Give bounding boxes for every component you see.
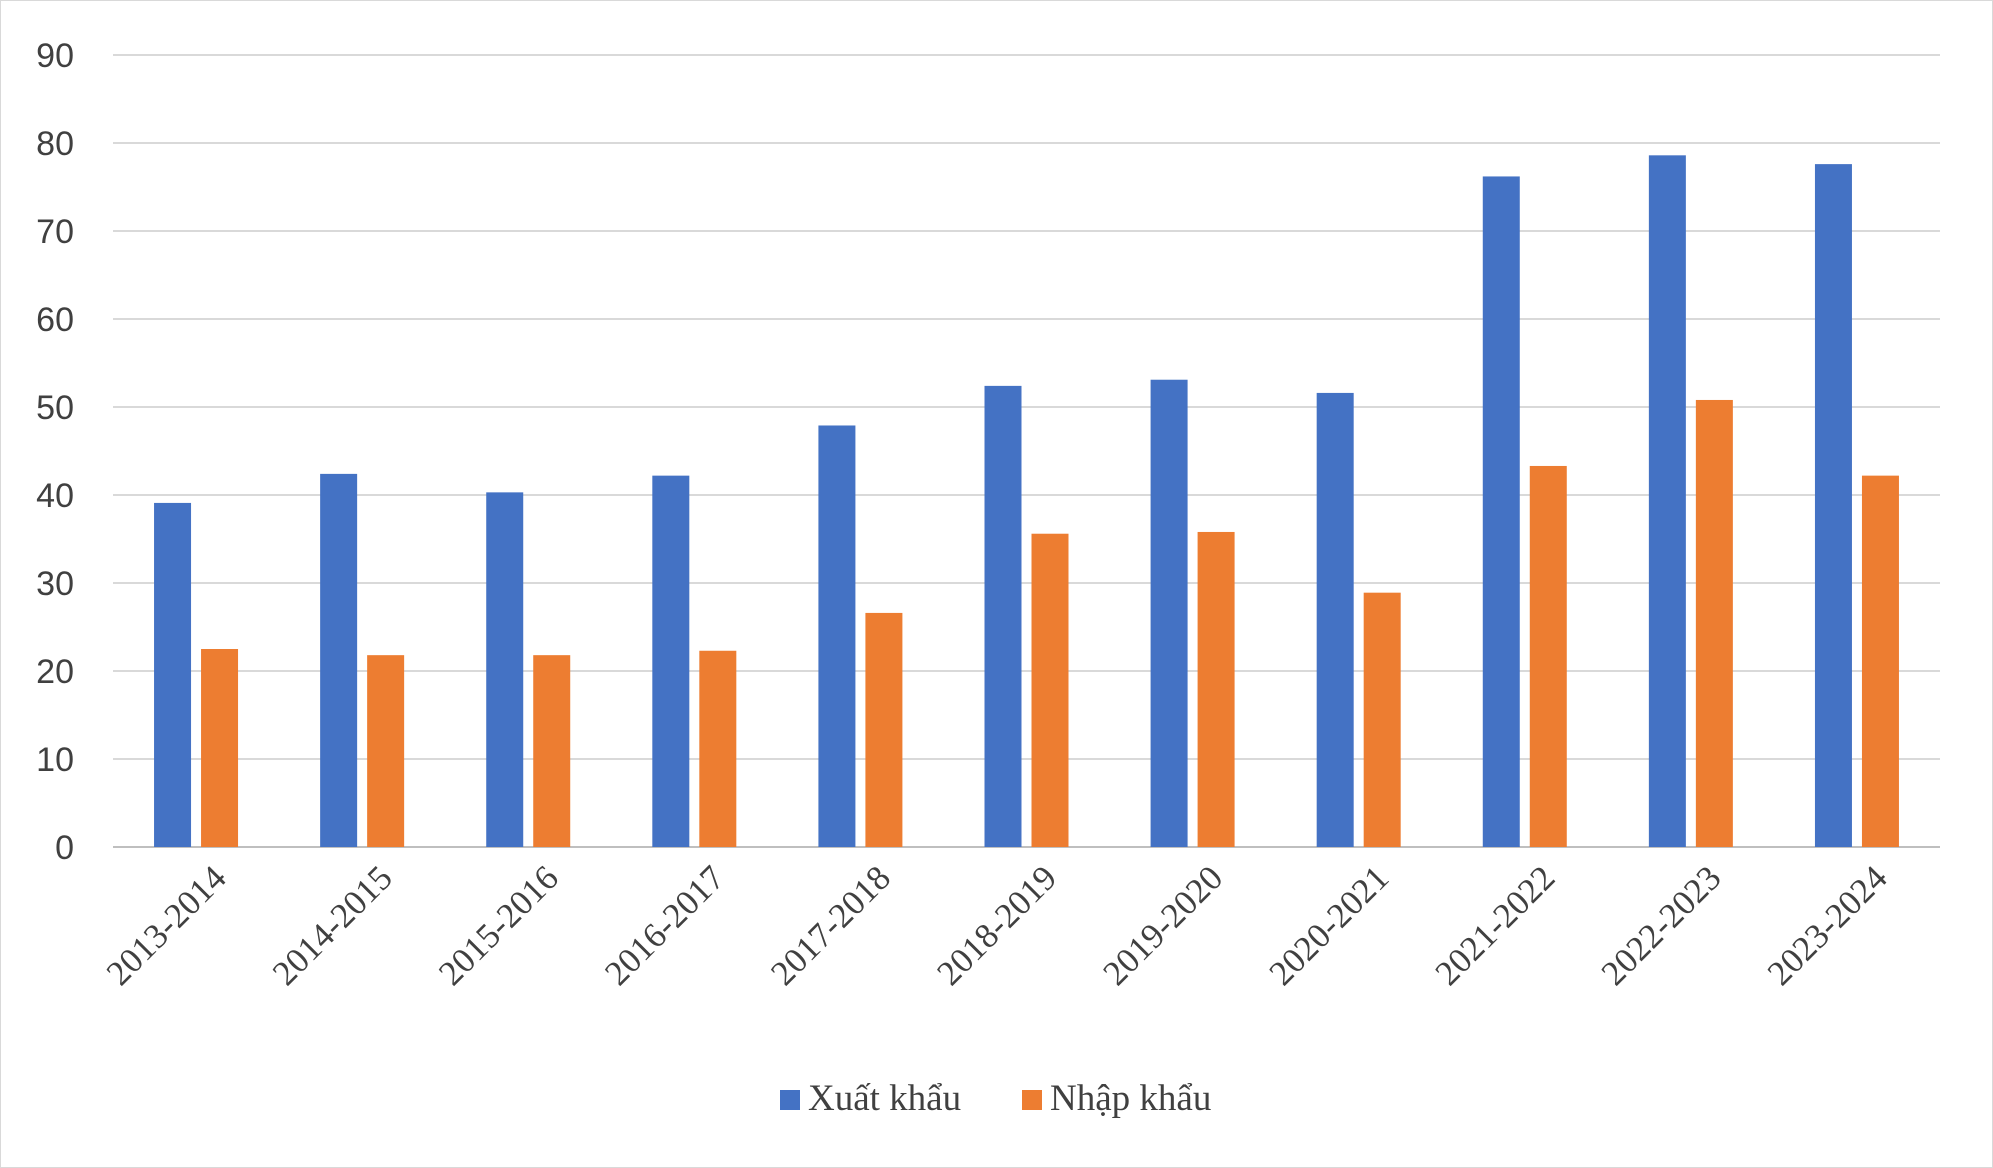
legend-swatch — [780, 1090, 800, 1110]
x-tick-label: 2023-2024 — [1760, 858, 1895, 993]
bar-xuat-khau — [652, 475, 690, 847]
bar-nhap-khau — [1861, 475, 1899, 847]
y-tick-label: 70 — [36, 213, 74, 251]
bar-xuat-khau — [984, 385, 1022, 847]
x-tick-label: 2021-2022 — [1428, 858, 1563, 993]
bar-nhap-khau — [1363, 592, 1401, 847]
bar-nhap-khau — [865, 612, 903, 847]
bar-xuat-khau — [1316, 392, 1354, 847]
bar-xuat-khau — [1648, 155, 1686, 847]
bar-nhap-khau — [533, 655, 571, 847]
bar-xuat-khau — [818, 425, 856, 847]
bars — [154, 155, 1899, 847]
bar-nhap-khau — [1031, 533, 1069, 847]
bar-nhap-khau — [367, 655, 405, 847]
x-tick-label: 2017-2018 — [763, 858, 898, 993]
bar-xuat-khau — [320, 473, 358, 847]
bar-xuat-khau — [486, 492, 524, 847]
bar-xuat-khau — [1482, 176, 1520, 847]
bar-nhap-khau — [1529, 465, 1567, 847]
x-tick-label: 2014-2015 — [265, 858, 400, 993]
y-tick-label: 60 — [36, 301, 74, 339]
y-tick-label: 20 — [36, 653, 74, 691]
y-tick-label: 0 — [55, 829, 74, 867]
bar-xuat-khau — [1814, 164, 1852, 847]
x-tick-label: 2018-2019 — [929, 858, 1064, 993]
bar-nhap-khau — [699, 650, 737, 847]
y-axis-ticks: 0 10 20 30 40 50 60 70 80 90 — [36, 37, 74, 867]
gridlines — [113, 54, 1940, 848]
x-tick-label: 2020-2021 — [1262, 858, 1397, 993]
y-tick-label: 30 — [36, 565, 74, 603]
y-tick-label: 80 — [36, 125, 74, 163]
bar-xuat-khau — [154, 502, 192, 847]
y-tick-label: 40 — [36, 477, 74, 515]
x-tick-label: 2016-2017 — [597, 858, 732, 993]
y-tick-label: 90 — [36, 37, 74, 75]
bar-nhap-khau — [1197, 531, 1235, 847]
legend-label: Nhập khẩu — [1050, 1078, 1211, 1119]
bar-nhap-khau — [1695, 399, 1733, 847]
x-tick-label: 2019-2020 — [1095, 858, 1230, 993]
y-tick-label: 50 — [36, 389, 74, 427]
bar-nhap-khau — [201, 649, 239, 847]
legend-swatch — [1022, 1090, 1042, 1110]
x-tick-label: 2022-2023 — [1594, 858, 1729, 993]
legend-label: Xuất khẩu — [808, 1078, 961, 1119]
x-axis-ticks: 2013-2014 2014-2015 2015-2016 2016-2017 2017… — [99, 858, 1895, 993]
bar-xuat-khau — [1150, 379, 1188, 847]
x-tick-label: 2015-2016 — [431, 858, 566, 993]
y-tick-label: 10 — [36, 741, 74, 779]
x-tick-label: 2013-2014 — [99, 858, 234, 993]
legend: Xuất khẩu Nhập khẩu — [780, 1078, 1211, 1119]
